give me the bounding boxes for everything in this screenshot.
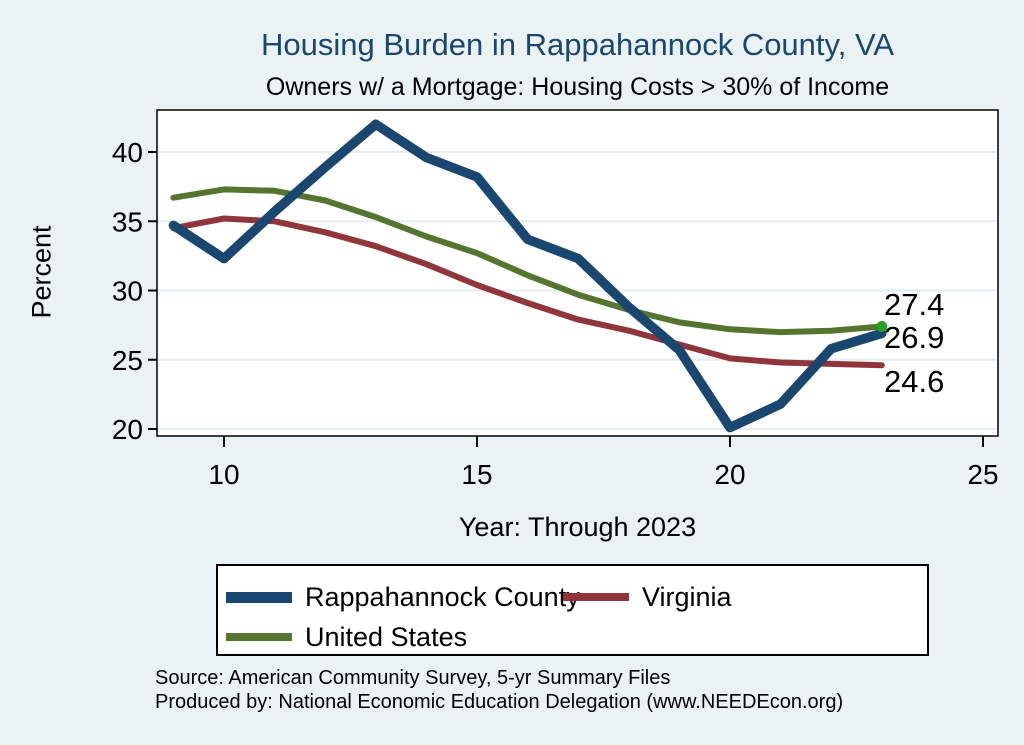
source-line: Source: American Community Survey, 5-yr …	[155, 667, 671, 689]
source-note: Source: American Community Survey, 5-yr …	[155, 666, 843, 714]
legend-label-virginia: Virginia	[642, 582, 732, 612]
produced-by-line: Produced by: National Economic Education…	[155, 691, 844, 713]
end-label-virginia: 24.6	[884, 364, 945, 399]
plot-frame	[156, 109, 999, 437]
chart-subtitle: Owners w/ a Mortgage: Housing Costs > 30…	[265, 73, 890, 101]
legend-row: Rappahannock County Virginia	[226, 579, 927, 615]
end-label-rappahannock: 26.9	[884, 320, 945, 355]
legend: Rappahannock County Virginia United Stat…	[216, 564, 929, 656]
end-label-united-states: 27.4	[884, 287, 945, 322]
legend-label-rappahannock: Rappahannock County	[305, 582, 580, 612]
legend-swatch-united-states	[226, 633, 292, 641]
y-tick-label: 25	[112, 345, 143, 376]
x-tick-label: 15	[461, 459, 492, 490]
x-tick-label: 20	[714, 459, 745, 490]
legend-swatch-rappahannock	[226, 591, 292, 603]
series-line-virginia	[170, 215, 885, 369]
legend-row: United States	[226, 619, 927, 655]
series-line-rappahannock-county	[168, 119, 887, 433]
end-dot-united-states	[876, 321, 888, 333]
y-tick-label: 30	[112, 276, 143, 307]
legend-swatch-virginia	[563, 593, 629, 601]
y-tick-label: 20	[112, 414, 143, 445]
x-tick-label: 10	[208, 459, 239, 490]
x-tick-label: 25	[967, 459, 998, 490]
x-axis-title: Year: Through 2023	[458, 512, 697, 542]
y-tick-label: 40	[112, 137, 143, 168]
chart-title: Housing Burden in Rappahannock County, V…	[260, 27, 895, 62]
legend-label-united-states: United States	[305, 622, 468, 652]
y-tick-label: 35	[112, 206, 143, 237]
